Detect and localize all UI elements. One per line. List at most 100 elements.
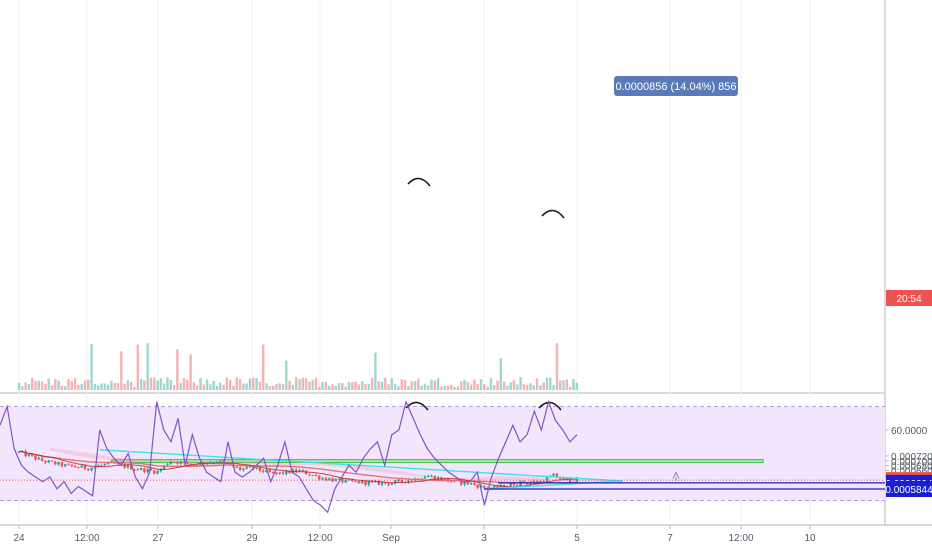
volume-bar — [453, 386, 456, 390]
volume-bar — [242, 383, 245, 390]
volume-bar — [512, 380, 516, 390]
candle-body — [189, 463, 192, 465]
candle-body — [90, 467, 93, 471]
candle-body — [324, 478, 328, 481]
candle-body — [496, 486, 499, 489]
candle-body — [367, 481, 370, 485]
volume-bar — [575, 382, 578, 390]
candle-body — [334, 478, 337, 482]
volume-bar — [136, 344, 139, 390]
candle-body — [397, 479, 400, 481]
volume-bar — [568, 386, 572, 390]
candle-body — [70, 464, 73, 467]
hand-drawn-arc — [538, 401, 562, 411]
volume-bar — [403, 380, 407, 390]
volume-bar — [182, 378, 186, 390]
volume-bar — [502, 381, 506, 390]
candle-body — [169, 461, 172, 465]
candle-body — [427, 476, 430, 478]
volume-bar — [526, 384, 529, 390]
volume-bar — [205, 379, 209, 390]
candle-body — [182, 461, 186, 463]
volume-bar — [318, 386, 321, 390]
volume-bar — [123, 383, 126, 390]
volume-bar — [483, 384, 486, 390]
candle-body — [516, 485, 519, 487]
candle-body — [555, 473, 559, 478]
candle-body — [156, 471, 159, 474]
volume-bar — [400, 379, 403, 390]
volume-bar — [440, 386, 443, 390]
volume-bar — [120, 351, 123, 390]
candle-body — [318, 475, 321, 480]
candle-body — [532, 481, 535, 483]
rsi-line — [0, 399, 578, 514]
volume-bar — [572, 378, 575, 390]
volume-bar — [410, 381, 413, 390]
candle-body — [192, 464, 196, 466]
candle-body — [130, 465, 133, 470]
fast-moving-average — [18, 450, 577, 488]
volume-bar — [304, 378, 308, 390]
candle-body — [87, 468, 90, 471]
candle-body — [278, 472, 281, 474]
time-axis-label: 3 — [481, 533, 487, 544]
candle-body — [331, 478, 334, 482]
volume-bar — [103, 383, 106, 390]
candle-body — [100, 465, 103, 467]
volume-bar — [377, 381, 380, 390]
volume-bar — [397, 386, 400, 390]
candle-body — [57, 462, 60, 465]
volume-bar — [93, 384, 97, 390]
candle-body — [245, 466, 248, 469]
volume-bar — [334, 385, 337, 390]
volume-bar — [506, 385, 509, 390]
volume-bar — [555, 343, 559, 390]
volume-bar — [469, 384, 473, 390]
candle-body — [539, 481, 542, 483]
candle-body — [493, 486, 496, 488]
time-axis-label: Sep — [382, 533, 400, 544]
volume-bar — [460, 381, 463, 390]
candle-body — [410, 480, 413, 482]
volume-bar — [186, 379, 189, 390]
volume-bar — [281, 384, 285, 390]
volume-bar — [423, 383, 427, 390]
volume-bar — [278, 383, 281, 390]
volume-bar — [370, 378, 374, 390]
candle-body — [535, 481, 539, 483]
volume-bar — [321, 382, 324, 390]
volume-bar — [562, 380, 565, 390]
candle-body — [473, 483, 476, 485]
volume-bar — [539, 385, 542, 390]
candle-body — [450, 481, 453, 483]
volume-bar — [436, 378, 440, 390]
candle-body — [351, 479, 354, 482]
candle-body — [50, 460, 54, 462]
time-axis-label: 24 — [13, 533, 25, 544]
candle-body — [542, 481, 545, 483]
volume-bar — [285, 360, 288, 390]
volume-bar — [545, 377, 549, 390]
candle-body — [387, 483, 390, 485]
candle-body — [60, 462, 64, 467]
candle-body — [394, 480, 397, 484]
candle-body — [433, 475, 436, 480]
volume-bar — [344, 386, 347, 390]
candle-body — [166, 464, 169, 466]
volume-bar — [189, 354, 192, 390]
candle-body — [120, 463, 123, 465]
volume-bar — [176, 349, 179, 390]
volume-bar — [522, 384, 526, 390]
volume-bar — [31, 377, 34, 390]
volume-bar — [516, 384, 519, 390]
candle-body — [298, 470, 301, 472]
volume-bar — [192, 382, 196, 390]
volume-bar — [479, 379, 483, 390]
volume-bar — [116, 382, 120, 390]
volume-bar — [64, 385, 67, 390]
volume-bar — [529, 383, 532, 390]
candle-body — [314, 475, 318, 477]
candle-body — [77, 467, 80, 469]
candle-body — [370, 481, 374, 483]
